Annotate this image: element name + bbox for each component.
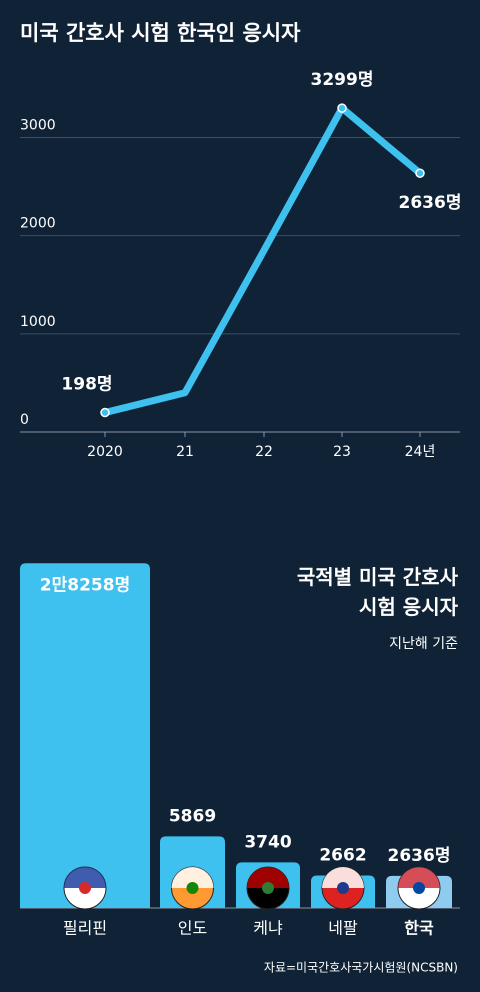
flag-part — [247, 867, 289, 888]
point — [100, 407, 110, 418]
value-label: 2636명 — [399, 193, 462, 213]
value-label: 3740 — [244, 832, 291, 852]
flag-part — [171, 867, 214, 888]
flag-emblem — [262, 882, 274, 894]
y-tick-label: 1000 — [20, 314, 56, 330]
x-tick-label: 21 — [176, 444, 194, 460]
flag-emblem — [79, 882, 91, 894]
flag-part — [322, 867, 364, 888]
flag-part — [64, 867, 106, 888]
bar — [20, 563, 150, 908]
value-label: 2만8258명 — [40, 575, 130, 595]
x-tick-label: 필리핀 — [63, 919, 107, 938]
flag-part — [398, 867, 440, 888]
value-label: 3299명 — [311, 70, 374, 90]
source: 자료=미국간호사국가시험원(NCSBN) — [264, 961, 458, 975]
y-tick-label: 2000 — [20, 216, 56, 232]
x-tick-label: 네팔 — [328, 919, 358, 938]
x-tick-label: 22 — [255, 444, 273, 460]
flag-emblem — [337, 882, 349, 894]
y-tick-label: 0 — [20, 412, 29, 428]
x-tick-label: 23 — [333, 444, 351, 460]
flag-emblem — [186, 882, 199, 894]
point — [337, 103, 347, 113]
x-tick-label: 한국 — [404, 919, 434, 938]
value-label: 198명 — [61, 375, 112, 395]
value-label: 2662 — [319, 846, 366, 866]
bar-chart-subtitle: 지난해 기준 — [389, 636, 458, 652]
line — [101, 104, 424, 417]
point — [415, 168, 425, 178]
line-chart-title: 미국 간호사 시험 한국인 응시자 — [20, 21, 301, 45]
x-tick-label: 케냐 — [253, 919, 283, 938]
value-label: 5869 — [169, 806, 216, 826]
x-tick-label: 인도 — [178, 919, 207, 938]
x-tick-label: 24년 — [405, 444, 436, 460]
x-tick-label: 2020 — [87, 444, 123, 460]
bar-chart-title: 국적별 미국 간호사 시험 응시자 — [297, 565, 459, 619]
value-label: 2636명 — [388, 846, 451, 866]
y-tick-label: 3000 — [20, 117, 56, 133]
flag-emblem — [413, 882, 425, 894]
